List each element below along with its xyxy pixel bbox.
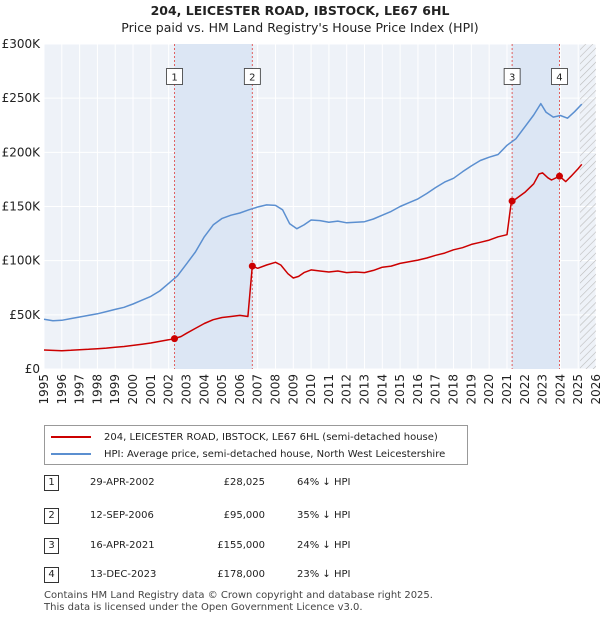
x-tick-label: 1995	[37, 374, 51, 405]
table-row: 1 29-APR-2002 £28,025 64% ↓ HPI	[0, 475, 600, 495]
transaction-number-badge: 2	[44, 508, 59, 524]
y-tick-label: £250K	[2, 91, 42, 105]
transaction-price: £155,000	[217, 540, 265, 551]
y-tick-label: £150K	[2, 200, 42, 214]
x-tick-label: 2025	[571, 374, 585, 405]
x-tick-label: 2015	[393, 374, 407, 405]
transaction-date: 29-APR-2002	[90, 477, 155, 488]
table-row: 3 16-APR-2021 £155,000 24% ↓ HPI	[0, 538, 600, 558]
x-tick-label: 1999	[108, 374, 122, 405]
legend-label-property: 204, LEICESTER ROAD, IBSTOCK, LE67 6HL (…	[104, 431, 438, 443]
x-tick-label: 2010	[304, 374, 318, 405]
x-tick-label: 2021	[500, 374, 514, 405]
sale-number-box	[243, 68, 261, 85]
x-tick-label: 2014	[375, 374, 389, 405]
sale-point	[555, 172, 563, 180]
transaction-hpi: 24% ↓ HPI	[297, 540, 351, 551]
sale-point	[248, 262, 256, 270]
x-tick-label: 2007	[251, 374, 265, 405]
transaction-hpi: 35% ↓ HPI	[297, 510, 351, 521]
chart-title: 204, LEICESTER ROAD, IBSTOCK, LE67 6HL	[150, 3, 450, 18]
transaction-date: 12-SEP-2006	[90, 510, 154, 521]
x-tick-label: 2000	[126, 374, 140, 405]
transaction-date: 13-DEC-2023	[90, 569, 157, 580]
legend-swatch-hpi	[51, 453, 91, 455]
legend-label-hpi: HPI: Average price, semi-detached house,…	[104, 448, 446, 460]
x-tick-label: 2018	[447, 374, 461, 405]
table-row: 2 12-SEP-2006 £95,000 35% ↓ HPI	[0, 508, 600, 528]
sale-number-box	[503, 68, 521, 85]
y-tick-label: £200K	[2, 145, 42, 159]
legend-item-hpi: HPI: Average price, semi-detached house,…	[51, 447, 445, 461]
transaction-hpi: 23% ↓ HPI	[297, 569, 351, 580]
transaction-price: £95,000	[223, 510, 265, 521]
transaction-number-badge: 1	[44, 475, 59, 491]
x-tick-label: 2001	[144, 374, 158, 405]
x-tick-label: 2017	[429, 374, 443, 405]
transaction-hpi: 64% ↓ HPI	[297, 477, 351, 488]
x-tick-label: 2023	[536, 374, 550, 405]
x-tick-label: 2011	[322, 374, 336, 405]
x-tick-label: 2006	[233, 374, 247, 405]
x-tick-label: 2009	[286, 374, 300, 405]
sale-point	[508, 197, 516, 205]
sale-number-label: 1	[171, 73, 177, 84]
table-row: 4 13-DEC-2023 £178,000 23% ↓ HPI	[0, 567, 600, 587]
sale-point	[171, 335, 179, 343]
legend-item-property: 204, LEICESTER ROAD, IBSTOCK, LE67 6HL (…	[51, 430, 438, 444]
transaction-number-badge: 3	[44, 538, 59, 554]
x-tick-label: 2016	[411, 374, 425, 405]
x-tick-label: 2004	[197, 374, 211, 405]
footer-attribution: Contains HM Land Registry data © Crown c…	[44, 590, 433, 613]
footer-line-2: This data is licensed under the Open Gov…	[44, 601, 363, 613]
y-tick-label: £300K	[2, 37, 42, 51]
legend-swatch-property	[51, 436, 91, 438]
transaction-price: £178,000	[217, 569, 265, 580]
sale-number-label: 2	[249, 73, 255, 84]
transaction-number-badge: 4	[44, 567, 59, 583]
x-tick-label: 2020	[482, 374, 496, 405]
x-tick-label: 2019	[464, 374, 478, 405]
legend: 204, LEICESTER ROAD, IBSTOCK, LE67 6HL (…	[44, 425, 468, 465]
hpi-series-line	[43, 102, 583, 322]
x-tick-label: 2008	[268, 374, 282, 405]
sale-number-label: 4	[556, 73, 562, 84]
chart-subtitle: Price paid vs. HM Land Registry's House …	[121, 20, 479, 35]
x-tick-label: 2002	[162, 374, 176, 405]
x-tick-label: 2024	[553, 374, 567, 405]
y-tick-label: £100K	[2, 254, 42, 268]
x-tick-label: 2026	[589, 374, 600, 405]
transaction-price: £28,025	[223, 477, 265, 488]
transaction-date: 16-APR-2021	[90, 540, 155, 551]
x-tick-label: 1998	[90, 374, 104, 405]
x-tick-label: 1996	[55, 374, 69, 405]
forecast-hatch-area	[579, 44, 596, 369]
sale-number-box	[166, 68, 183, 85]
x-tick-label: 1997	[73, 374, 87, 405]
x-tick-label: 2012	[340, 374, 354, 405]
x-tick-label: 2013	[358, 374, 372, 405]
sale-number-box	[551, 68, 568, 85]
x-tick-label: 2005	[215, 374, 229, 405]
y-tick-label: £50K	[9, 308, 41, 322]
ownership-period-band	[512, 44, 560, 369]
sale-number-label: 3	[509, 73, 515, 84]
price-chart: 1 2 3 4 £0 £50K £100K £150K £200K £250K £300K 1995…	[2, 37, 600, 405]
y-tick-label: £0	[25, 362, 40, 376]
x-tick-label: 2022	[518, 374, 532, 405]
x-tick-label: 2003	[179, 374, 193, 405]
footer-line-1: Contains HM Land Registry data © Crown c…	[44, 590, 433, 601]
